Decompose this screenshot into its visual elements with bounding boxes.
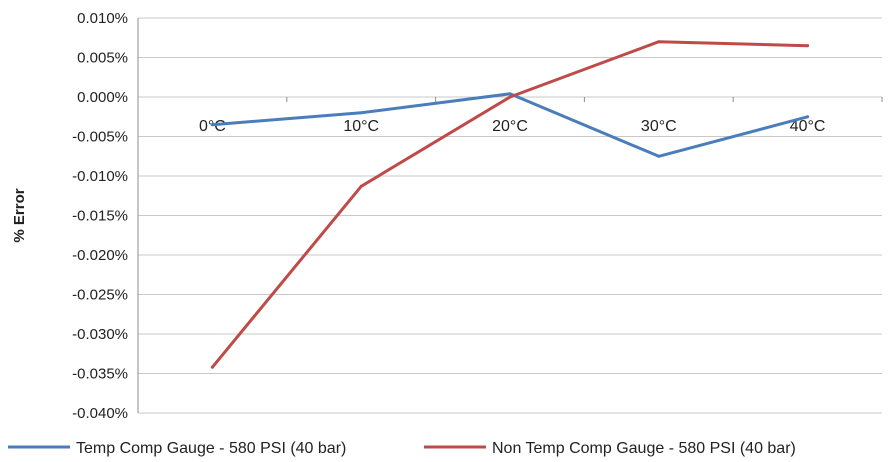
x-tick-label: 10°C — [343, 118, 379, 135]
x-axis-ticks: 0°C 10°C 20°C 30°C 40°C — [137, 97, 883, 135]
data-point — [508, 95, 512, 99]
legend: Temp Comp Gauge - 580 PSI (40 bar) Non Te… — [8, 440, 796, 457]
x-tick-label: 20°C — [492, 118, 528, 135]
data-point — [210, 123, 214, 127]
legend-label-2: Non Temp Comp Gauge - 580 PSI (40 bar) — [492, 440, 796, 457]
data-point — [806, 115, 810, 119]
data-point — [508, 92, 512, 96]
y-tick-label: -0.015% — [72, 208, 128, 225]
y-tick-label: -0.010% — [72, 168, 128, 185]
x-tick-label: 40°C — [790, 118, 826, 135]
y-tick-label: -0.035% — [72, 366, 128, 383]
x-tick-label: 30°C — [641, 118, 677, 135]
data-point — [359, 111, 363, 115]
data-point — [359, 184, 363, 188]
y-tick-label: 0.005% — [77, 50, 128, 67]
legend-label-1: Temp Comp Gauge - 580 PSI (40 bar) — [76, 440, 346, 457]
data-point — [210, 365, 214, 369]
y-tick-label: 0.000% — [77, 89, 128, 106]
data-point — [657, 40, 661, 44]
series-line-2 — [210, 40, 810, 369]
y-axis-ticks: 0.010% 0.005% 0.000% -0.005% -0.010% -0.015% -… — [72, 10, 128, 422]
y-tick-label: -0.005% — [72, 129, 128, 146]
series-lines — [210, 40, 810, 369]
y-tick-label: -0.025% — [72, 287, 128, 304]
y-tick-label: 0.010% — [77, 10, 128, 27]
y-tick-label: -0.040% — [72, 405, 128, 422]
y-tick-label: -0.020% — [72, 247, 128, 264]
gridlines — [137, 17, 882, 414]
data-point — [657, 154, 661, 158]
y-tick-label: -0.030% — [72, 326, 128, 343]
y-axis-label: % Error — [11, 188, 28, 242]
x-tick-label: 0°C — [199, 118, 226, 135]
data-point — [806, 44, 810, 48]
